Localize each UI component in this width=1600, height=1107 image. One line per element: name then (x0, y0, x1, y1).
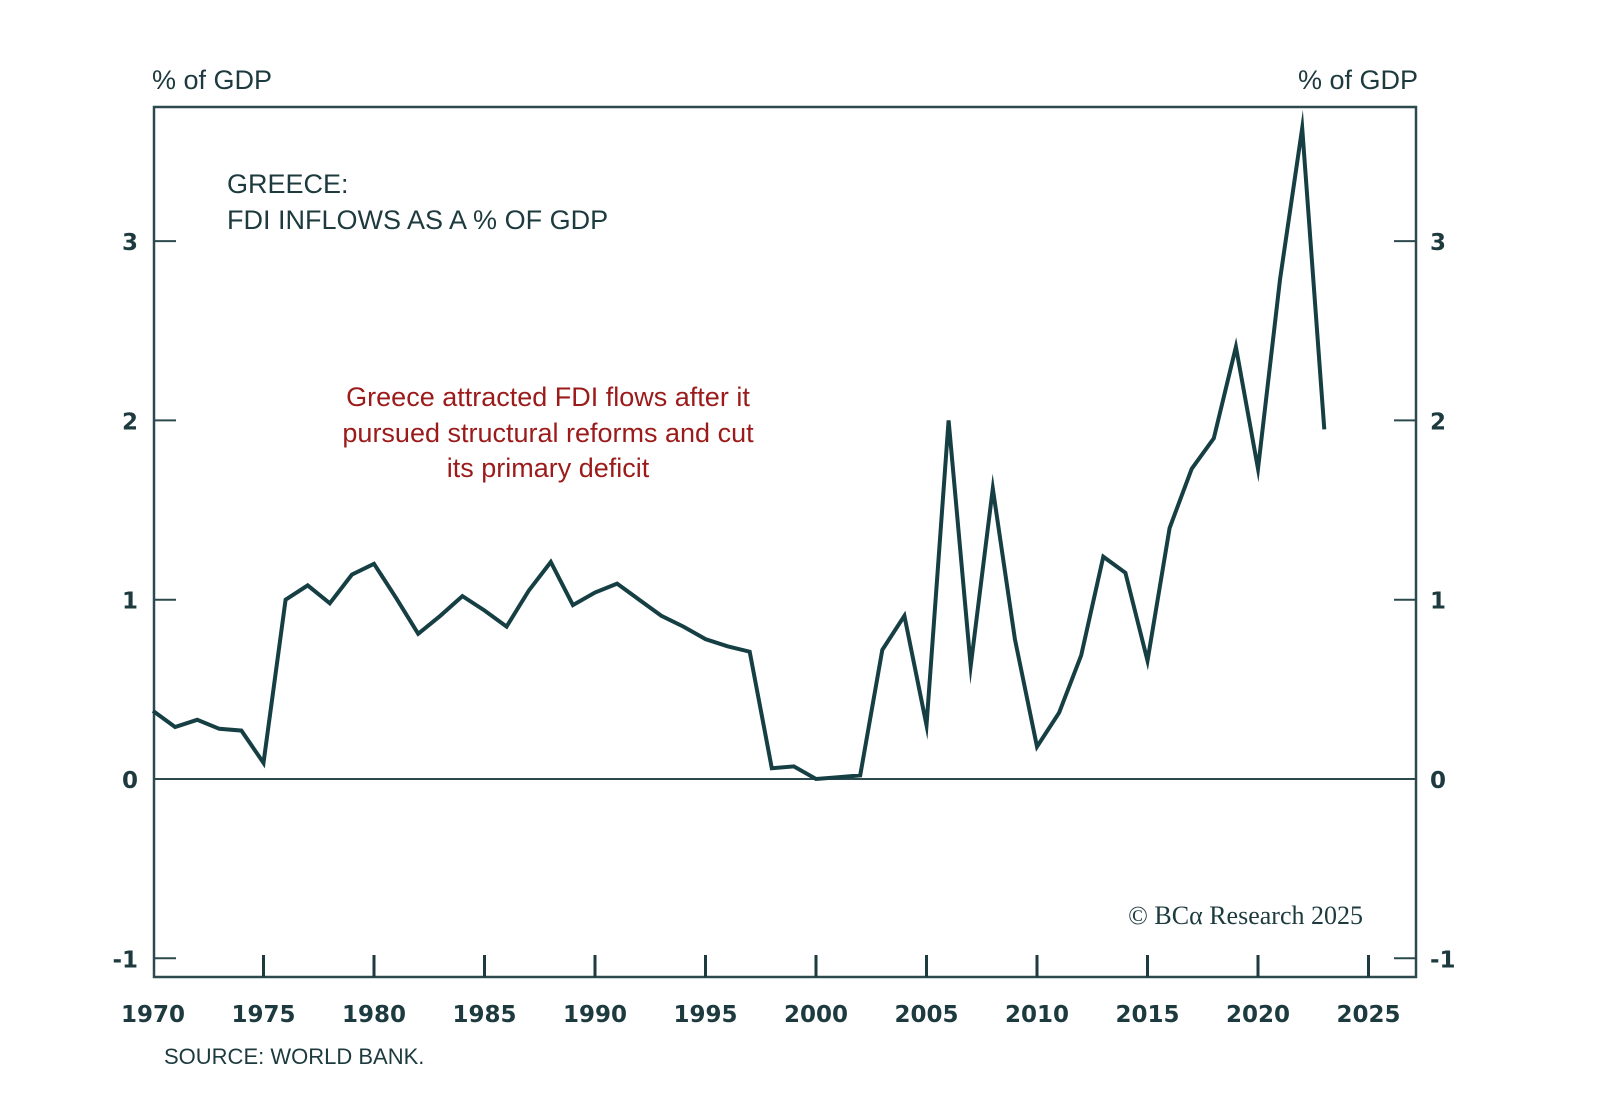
x-tick-label: 1995 (673, 1002, 737, 1028)
annotation-line-3: its primary deficit (447, 453, 650, 483)
x-tick-label: 2000 (784, 1002, 848, 1028)
x-tick-label: 2020 (1226, 1002, 1290, 1028)
x-axis: 1970 1975 1980 1985 1990 1995 2000 2005 2010 2015… (121, 955, 1401, 1028)
y-tick-label-left: 3 (122, 230, 138, 256)
y-tick-label-left: 0 (122, 768, 138, 794)
series-line (151, 109, 1327, 782)
chart-title: GREECE: (227, 169, 349, 199)
y-axis-left: -1 0 1 2 3 (112, 230, 176, 973)
annotation-line-1: Greece attracted FDI flows after it (346, 382, 750, 412)
x-tick-label: 2010 (1005, 1002, 1069, 1028)
x-tick-label: 2005 (894, 1002, 958, 1028)
x-tick-label: 1975 (231, 1002, 295, 1028)
y-axis-label-left: % of GDP (152, 65, 272, 95)
x-tick-label: 1985 (452, 1002, 516, 1028)
source-note: SOURCE: WORLD BANK. (164, 1044, 424, 1069)
copyright-notice: © BCα Research 2025 (1128, 901, 1363, 930)
x-tick-label: 2025 (1336, 1002, 1400, 1028)
y-tick-label-left: 2 (122, 409, 138, 435)
plot-frame (152, 105, 1418, 979)
y-tick-label-left: 1 (122, 589, 138, 615)
x-tick-label: 1970 (121, 1002, 185, 1028)
y-axis-label-right: % of GDP (1298, 65, 1418, 95)
y-tick-label-right: 3 (1430, 230, 1446, 256)
annotation: Greece attracted FDI flows after it purs… (342, 382, 754, 483)
x-tick-label: 1980 (342, 1002, 406, 1028)
x-tick-label: 2015 (1115, 1002, 1179, 1028)
y-tick-label-left: -1 (112, 947, 138, 973)
annotation-line-2: pursued structural reforms and cut (342, 418, 754, 448)
series-layer (151, 109, 1327, 782)
x-tick-label: 1990 (563, 1002, 627, 1028)
y-tick-label-right: 1 (1430, 589, 1446, 615)
chart-subtitle: FDI INFLOWS AS A % OF GDP (227, 205, 608, 235)
y-axis-right: -1 0 1 2 3 (1394, 230, 1456, 973)
y-tick-label-right: 0 (1430, 768, 1446, 794)
y-tick-label-right: 2 (1430, 409, 1446, 435)
y-tick-label-right: -1 (1430, 947, 1456, 973)
